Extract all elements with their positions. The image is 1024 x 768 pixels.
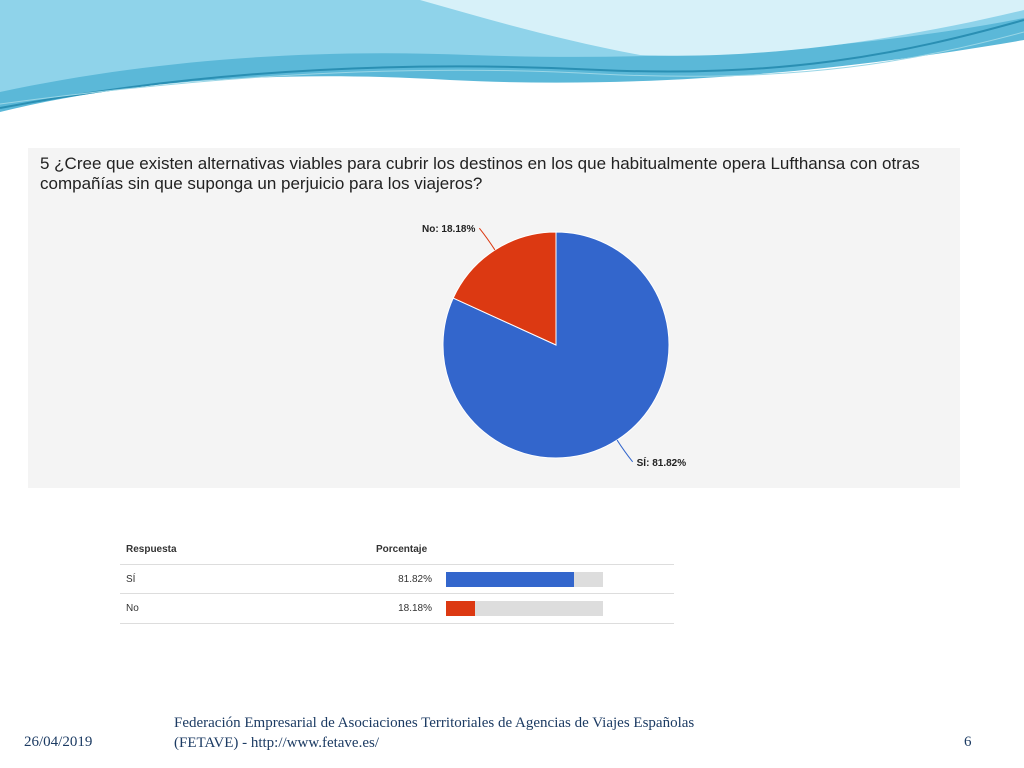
footer-page-number: 6: [964, 734, 972, 750]
pie-leader-1: [478, 227, 496, 251]
header-percent: Porcentaje: [376, 544, 428, 555]
row-response: No: [126, 603, 139, 614]
header-wave-decoration: [0, 0, 1024, 112]
percent-bar-fill: [446, 601, 475, 616]
question-title: 5 ¿Cree que existen alternativas viables…: [40, 154, 920, 193]
pie-leader-0: [616, 439, 634, 463]
row-percent: 81.82%: [398, 574, 432, 585]
pie-chart: SÍ: 81.82% No: 18.18%: [422, 224, 687, 469]
footer-date: 26/04/2019: [24, 734, 93, 750]
footer-organization: Federación Empresarial de Asociaciones T…: [174, 713, 874, 753]
results-table: Respuesta Porcentaje SÍ 81.82% No 18.18%: [120, 536, 674, 624]
footer-org-line2: (FETAVE) - http://www.fetave.es/: [174, 735, 380, 751]
percent-bar-track: [446, 601, 603, 616]
pie-label-1: No: 18.18%: [422, 224, 475, 235]
table-row: SÍ 81.82%: [120, 564, 674, 594]
table-row: No 18.18%: [120, 593, 674, 624]
footer-org-line1: Federación Empresarial de Asociaciones T…: [174, 715, 695, 731]
pie-slice-1: [452, 231, 557, 346]
pie-label-0: SÍ: 81.82%: [637, 456, 687, 469]
row-response: SÍ: [126, 574, 136, 585]
percent-bar-fill: [446, 572, 575, 587]
percent-bar-track: [446, 572, 603, 587]
header-response: Respuesta: [126, 544, 177, 555]
row-percent: 18.18%: [398, 603, 432, 614]
